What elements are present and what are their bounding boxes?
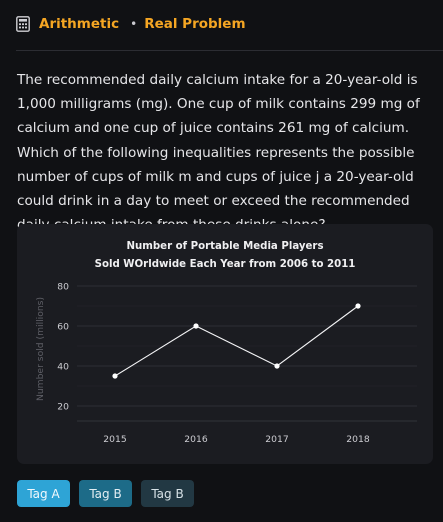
data-point [112,373,118,379]
line-chart: Number of Portable Media Players Sold WO… [35,241,417,445]
series-line [114,305,359,377]
y-tick-label: 20 [57,402,69,413]
header-divider [16,50,443,51]
calculator-icon [16,16,30,32]
chart-card: Number of Portable Media Players Sold WO… [17,224,433,464]
y-tick-label: 40 [57,362,69,373]
y-axis-label: Number sold (millions) [35,297,46,401]
x-tick-label: 2015 [103,434,127,445]
question-header: Arithmetic • Real Problem [16,12,443,36]
x-tick-label: 2017 [265,434,289,445]
data-point [274,363,280,369]
topic-label: Arithmetic [39,16,120,32]
chart-title-line1: Number of Portable Media Players [126,241,323,252]
data-point [355,303,361,309]
tag-a-button[interactable]: Tag A [17,480,70,507]
x-tick-label: 2018 [346,434,370,445]
question-text: The recommended daily calcium intake for… [17,72,420,233]
category-label: Real Problem [144,16,246,32]
y-tick-label: 60 [57,322,69,333]
x-tick-label: 2016 [184,434,208,445]
tag-b-button[interactable]: Tag B [79,480,132,507]
y-tick-label: 80 [57,282,69,293]
tag-list: Tag A Tag B Tag B [17,480,194,507]
header-separator: • [130,17,138,31]
chart-title-line2: Sold WOrldwide Each Year from 2006 to 20… [95,259,356,270]
data-point [193,323,199,329]
tag-b-secondary-button[interactable]: Tag B [141,480,194,507]
